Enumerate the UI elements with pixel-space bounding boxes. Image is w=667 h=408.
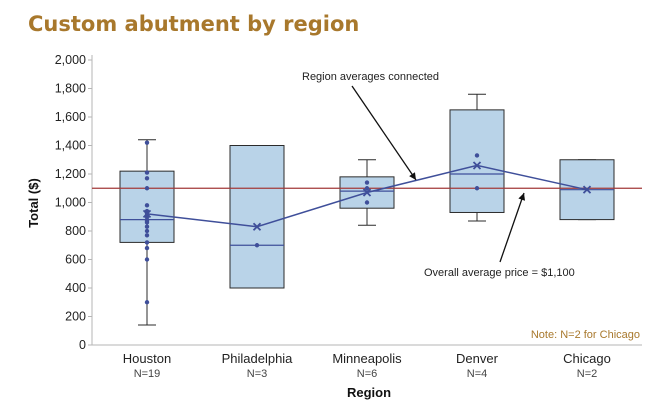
- y-axis-label: Total ($): [26, 178, 41, 228]
- data-point: [144, 300, 150, 305]
- box-philadelphia: [229, 145, 285, 289]
- y-tick-label: 1,400: [55, 139, 86, 153]
- axes: 0 200 400 600 800 1,000 1,200 1,400 1,600 1,800 2,…: [55, 53, 642, 352]
- data-point: [144, 203, 150, 208]
- data-point: [144, 186, 150, 191]
- note: Note: N=2 for Chicago: [531, 329, 640, 341]
- data-point: [364, 180, 370, 185]
- mean-line-group: [142, 161, 592, 231]
- category-label: Denver: [456, 351, 499, 366]
- data-point: [474, 153, 480, 158]
- arrow-shaft: [351, 85, 417, 181]
- arrow-head: [518, 193, 526, 201]
- mean-marker: [582, 185, 592, 194]
- mean-line-annotation: Region averages connected: [302, 71, 439, 83]
- box-body: [229, 145, 285, 289]
- box-denver: [449, 93, 505, 222]
- data-point: [144, 176, 150, 181]
- data-point: [144, 170, 150, 175]
- reference-line-annotation: Overall average price = $1,100: [424, 267, 575, 279]
- y-tick-label: 800: [65, 224, 86, 238]
- data-point: [474, 186, 480, 191]
- box-chicago: [559, 159, 615, 221]
- data-point: [144, 240, 150, 245]
- mean-marker: [252, 222, 262, 231]
- box-body: [449, 109, 505, 213]
- y-tick-label: 2,000: [55, 53, 86, 67]
- data-point: [144, 233, 150, 238]
- category-label: Houston: [123, 351, 171, 366]
- y-tick-label: 1,000: [55, 196, 86, 210]
- category-label: Minneapolis: [332, 351, 402, 366]
- y-tick-label: 200: [65, 310, 86, 324]
- data-point: [144, 245, 150, 251]
- y-tick-label: 1,600: [55, 110, 86, 124]
- data-point: [144, 224, 150, 229]
- arrow-head: [409, 172, 416, 180]
- category-label: Philadelphia: [222, 351, 294, 366]
- sample-size-label: N=19: [134, 368, 161, 380]
- y-tick-label: 400: [65, 281, 86, 295]
- y-tick-label: 600: [65, 253, 86, 267]
- arrow-shaft: [499, 192, 525, 263]
- y-tick-label: 1,200: [55, 167, 86, 181]
- mean-marker: [362, 188, 372, 197]
- reference-line-arrow: [499, 192, 526, 263]
- category-label: Chicago: [563, 351, 611, 366]
- data-point: [254, 243, 260, 248]
- data-point: [364, 200, 370, 205]
- chart-title: Custom abutment by region: [28, 12, 360, 36]
- x-axis-label: Region: [347, 385, 391, 400]
- sample-size-label: N=6: [357, 368, 378, 380]
- data-point: [364, 186, 370, 191]
- y-tick-label: 0: [79, 338, 86, 352]
- data-point: [144, 228, 150, 234]
- data-point: [144, 220, 150, 225]
- data-point: [144, 140, 150, 145]
- boxes: [119, 93, 615, 326]
- sample-size-label: N=4: [467, 368, 488, 380]
- points: [144, 140, 480, 305]
- labels: Total ($) Region Region averages connect…: [26, 71, 640, 400]
- sample-size-label: N=2: [577, 368, 598, 380]
- mean-line-arrow: [351, 85, 417, 181]
- y-tick-label: 1,800: [55, 82, 86, 96]
- sample-size-label: N=3: [247, 368, 268, 380]
- mean-marker: [472, 161, 482, 170]
- data-point: [144, 257, 150, 262]
